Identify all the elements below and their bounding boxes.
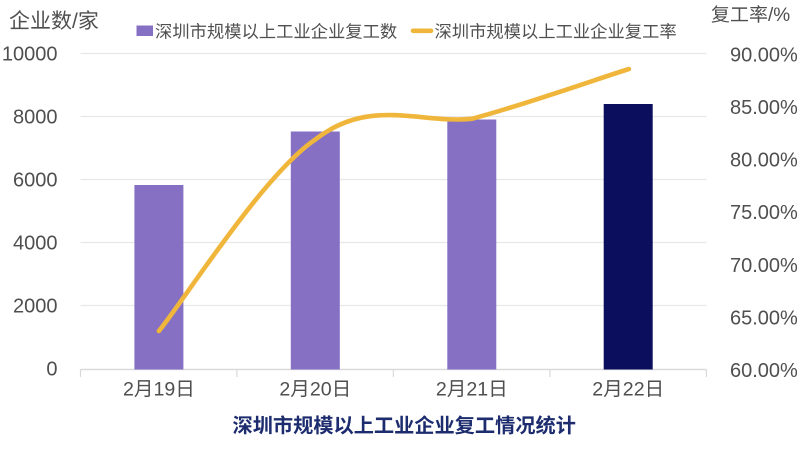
svg-text:75.00%: 75.00% xyxy=(730,202,798,224)
svg-text:4000: 4000 xyxy=(13,233,58,255)
svg-text:90.00%: 90.00% xyxy=(730,44,798,66)
svg-text:6000: 6000 xyxy=(13,170,58,192)
svg-text:21: 21 xyxy=(466,379,488,401)
svg-text:2: 2 xyxy=(592,379,603,401)
svg-text:2: 2 xyxy=(279,379,290,401)
svg-text:19: 19 xyxy=(154,379,176,401)
svg-text:85.00%: 85.00% xyxy=(730,97,798,119)
svg-text:65.00%: 65.00% xyxy=(730,307,798,329)
svg-text:60.00%: 60.00% xyxy=(730,360,798,382)
svg-text:8000: 8000 xyxy=(13,107,58,129)
svg-text:/: / xyxy=(72,10,78,33)
svg-text:/%: /% xyxy=(768,5,790,26)
svg-text:2: 2 xyxy=(123,379,134,401)
svg-text:20: 20 xyxy=(310,379,332,401)
svg-text:80.00%: 80.00% xyxy=(730,150,798,172)
svg-text:70.00%: 70.00% xyxy=(730,255,798,277)
svg-text:2000: 2000 xyxy=(13,296,58,318)
svg-text:10000: 10000 xyxy=(2,44,58,66)
svg-text:0: 0 xyxy=(46,359,57,381)
svg-text:2: 2 xyxy=(436,379,447,401)
svg-text:22: 22 xyxy=(623,379,645,401)
